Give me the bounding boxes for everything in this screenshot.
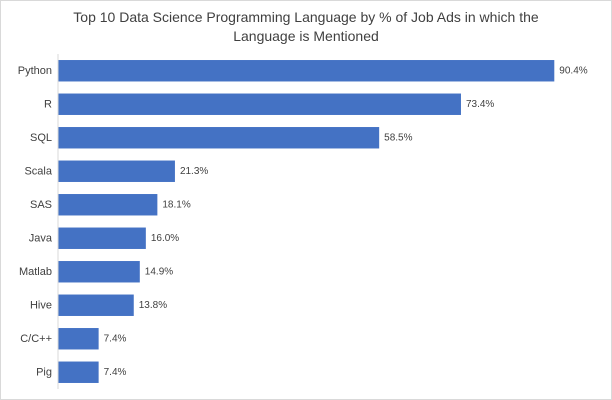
category-label: Pig bbox=[36, 366, 52, 378]
value-label: 73.4% bbox=[466, 99, 494, 110]
category-labels-group: Python R SQL Scala SAS Java Matlab Hive C/C++ Pig bbox=[18, 65, 53, 379]
category-label: Python bbox=[18, 65, 52, 77]
value-label: 58.5% bbox=[384, 132, 412, 143]
category-label: R bbox=[44, 98, 52, 110]
bar-scala bbox=[58, 160, 175, 182]
bar-c-c- bbox=[58, 328, 99, 350]
category-label: C/C++ bbox=[20, 333, 52, 345]
category-label: Scala bbox=[24, 165, 52, 177]
value-label: 7.4% bbox=[104, 367, 127, 378]
value-label: 13.8% bbox=[139, 300, 167, 311]
chart-title-line-2: Language is Mentioned bbox=[233, 28, 379, 44]
bar-matlab bbox=[58, 261, 140, 283]
category-label: Java bbox=[29, 232, 53, 244]
bar-java bbox=[58, 227, 146, 249]
bar-pig bbox=[58, 361, 99, 383]
bar-sql bbox=[58, 127, 380, 149]
chart-title: Top 10 Data Science Programming Language… bbox=[0, 8, 612, 46]
value-label: 16.0% bbox=[151, 233, 179, 244]
category-label: Hive bbox=[30, 299, 52, 311]
bar-hive bbox=[58, 294, 134, 316]
value-label: 21.3% bbox=[180, 166, 208, 177]
bar-python bbox=[58, 60, 555, 82]
value-label: 14.9% bbox=[145, 266, 173, 277]
value-labels-group: 90.4% 73.4% 58.5% 21.3% 18.1% 16.0% 14.9% 13.8%… bbox=[104, 65, 588, 378]
bars-group bbox=[58, 60, 555, 383]
chart-title-line-1: Top 10 Data Science Programming Language… bbox=[73, 9, 539, 25]
bar-sas bbox=[58, 194, 158, 216]
category-label: Matlab bbox=[19, 266, 52, 278]
value-label: 18.1% bbox=[162, 199, 190, 210]
value-label: 90.4% bbox=[559, 65, 587, 76]
bar-r bbox=[58, 93, 461, 115]
value-label: 7.4% bbox=[104, 333, 127, 344]
category-label: SAS bbox=[30, 199, 52, 211]
category-label: SQL bbox=[30, 132, 52, 144]
